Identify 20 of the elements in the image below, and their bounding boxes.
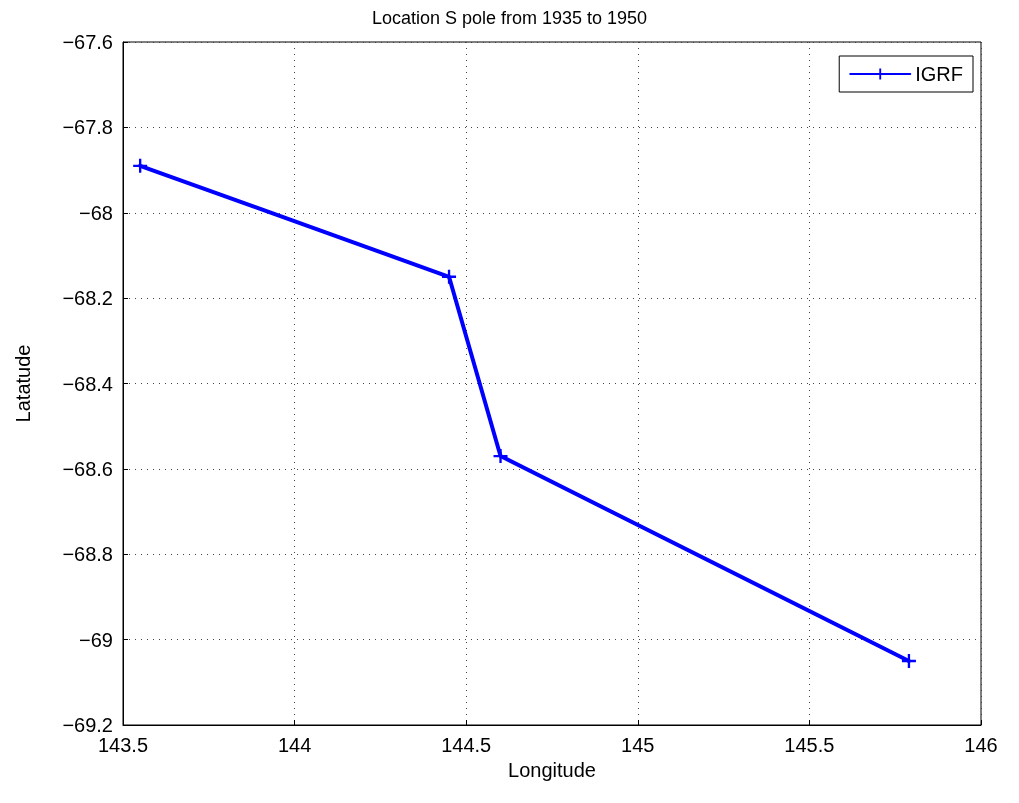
y-tick-label: −69.2	[62, 714, 113, 736]
legend-label: IGRF	[915, 63, 964, 85]
x-tick-label: 144	[277, 734, 312, 756]
x-tick-label: 145	[621, 734, 655, 756]
y-tick-label: −68.8	[62, 543, 113, 566]
y-axis-title: Latatude	[12, 344, 34, 423]
y-tick-label: −68.6	[62, 457, 113, 480]
chart-title: Location S pole from 1935 to 1950	[371, 8, 648, 28]
y-tick-label: −68.4	[62, 372, 113, 395]
y-tick-label: −69	[79, 628, 113, 651]
y-tick-label: −67.6	[62, 31, 113, 53]
y-tick-label: −67.8	[62, 116, 113, 139]
y-tick-label: −68.2	[62, 287, 113, 310]
y-tick-label: −68	[79, 201, 113, 224]
x-tick-label: 143.5	[97, 734, 149, 756]
x-tick-label: 144.5	[441, 734, 492, 756]
x-axis-title: Longitude	[508, 758, 596, 781]
x-tick-label: 145.5	[784, 734, 835, 756]
point	[493, 449, 508, 464]
x-tick-label: 146	[964, 734, 998, 756]
